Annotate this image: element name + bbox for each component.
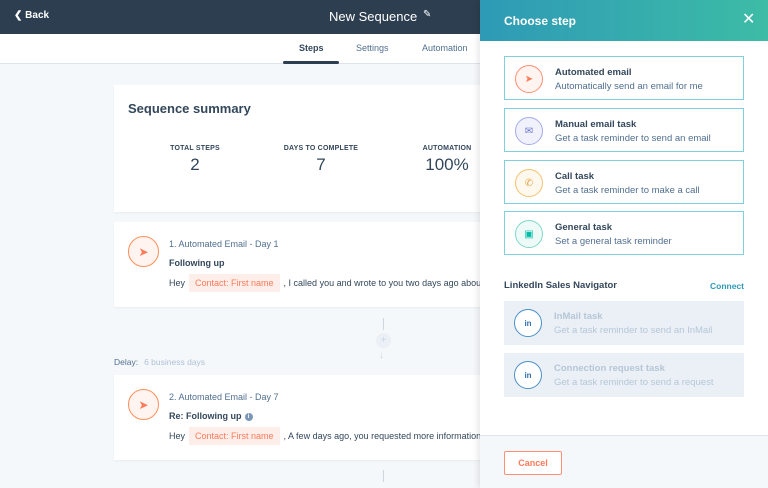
step-card[interactable]: ➤ 1. Automated Email - Day 1 Following u…	[114, 222, 508, 307]
greeting: Hey	[169, 431, 186, 441]
linkedin-section-label: LinkedIn Sales Navigator	[504, 280, 617, 291]
option-title: InMail task	[554, 311, 603, 322]
top-bar: ❮ Back New Sequence ✎	[0, 0, 480, 34]
personalization-token: Contact: First name	[189, 427, 280, 445]
body-text: , A few days ago, you requested more inf…	[283, 431, 507, 441]
step-body: Hey Contact: First name, A few days ago, …	[169, 427, 506, 445]
option-desc: Automatically send an email for me	[555, 81, 703, 92]
stat-total-steps: TOTAL STEPS 2	[170, 145, 220, 174]
envelope-icon: ✉	[515, 117, 543, 145]
choose-step-panel: Choose step ✕ ➤ Automated email Automati…	[480, 0, 768, 488]
active-tab-indicator	[283, 61, 339, 64]
option-title: Manual email task	[555, 119, 637, 130]
step-body: Hey Contact: First name, I called you and…	[169, 274, 508, 292]
stat-automation: AUTOMATION 100%	[422, 145, 472, 174]
option-call-task[interactable]: ✆ Call task Get a task reminder to make …	[504, 160, 744, 204]
panel-footer: Cancel	[480, 435, 768, 488]
connector-line	[383, 318, 384, 330]
paper-plane-icon: ➤	[128, 389, 159, 420]
subject-text: Re: Following up	[169, 411, 242, 421]
panel-header: Choose step ✕	[480, 0, 768, 41]
paper-plane-icon: ➤	[515, 65, 543, 93]
delay-label: Delay: 6 business days	[114, 357, 205, 367]
delay-value[interactable]: 6 business days	[144, 357, 206, 367]
linkedin-icon: in	[514, 309, 542, 337]
option-title: Call task	[555, 171, 595, 182]
body-text: , I called you and wrote to you two days…	[283, 278, 509, 288]
option-desc: Get a task reminder to make a call	[555, 185, 700, 196]
cancel-button[interactable]: Cancel	[504, 451, 562, 475]
sequence-summary-card: Sequence summary TOTAL STEPS 2 DAYS TO CO…	[114, 85, 494, 212]
option-connection-request-task: in Connection request task Get a task re…	[504, 353, 744, 397]
add-step-button[interactable]: +	[376, 333, 391, 348]
option-title: Automated email	[555, 67, 632, 78]
arrow-down-icon: ↓	[379, 350, 384, 361]
option-inmail-task: in InMail task Get a task reminder to se…	[504, 301, 744, 345]
chevron-left-icon: ❮	[14, 10, 23, 21]
option-title: Connection request task	[554, 363, 665, 374]
tab-automation[interactable]: Automation	[422, 43, 468, 53]
step-heading: 2. Automated Email - Day 7	[169, 392, 279, 402]
step-card[interactable]: ➤ 2. Automated Email - Day 7 Re: Followi…	[114, 375, 506, 460]
step-heading: 1. Automated Email - Day 1	[169, 239, 279, 249]
summary-title: Sequence summary	[128, 101, 251, 116]
tab-settings[interactable]: Settings	[356, 43, 389, 53]
panel-title: Choose step	[504, 14, 577, 28]
step-subject: Following up	[169, 258, 225, 268]
phone-icon: ✆	[515, 169, 543, 197]
connector-line	[383, 470, 384, 482]
task-icon: ▣	[515, 220, 543, 248]
option-manual-email-task[interactable]: ✉ Manual email task Get a task reminder …	[504, 108, 744, 152]
tab-steps[interactable]: Steps	[299, 43, 324, 53]
greeting: Hey	[169, 278, 186, 288]
option-desc: Get a task reminder to send an email	[555, 133, 711, 144]
option-desc: Get a task reminder to send an InMail	[554, 325, 713, 336]
step-subject: Re: Following up i	[169, 411, 253, 421]
linkedin-icon: in	[514, 361, 542, 389]
option-general-task[interactable]: ▣ General task Set a general task remind…	[504, 211, 744, 255]
option-desc: Get a task reminder to send a request	[554, 377, 714, 388]
connect-link[interactable]: Connect	[710, 281, 744, 291]
sequence-title: New Sequence	[329, 9, 418, 24]
paper-plane-icon: ➤	[128, 236, 159, 267]
back-button[interactable]: ❮ Back	[14, 10, 50, 21]
stat-days-to-complete: DAYS TO COMPLETE 7	[283, 145, 359, 174]
option-automated-email[interactable]: ➤ Automated email Automatically send an …	[504, 56, 744, 100]
tab-bar: Steps Settings Automation	[0, 34, 480, 64]
option-desc: Set a general task reminder	[555, 236, 672, 247]
close-icon[interactable]: ✕	[742, 11, 756, 28]
personalization-token: Contact: First name	[189, 274, 280, 292]
pencil-icon[interactable]: ✎	[423, 9, 432, 20]
option-title: General task	[555, 222, 613, 233]
info-icon[interactable]: i	[244, 412, 253, 421]
delay-label-text: Delay:	[114, 357, 139, 367]
